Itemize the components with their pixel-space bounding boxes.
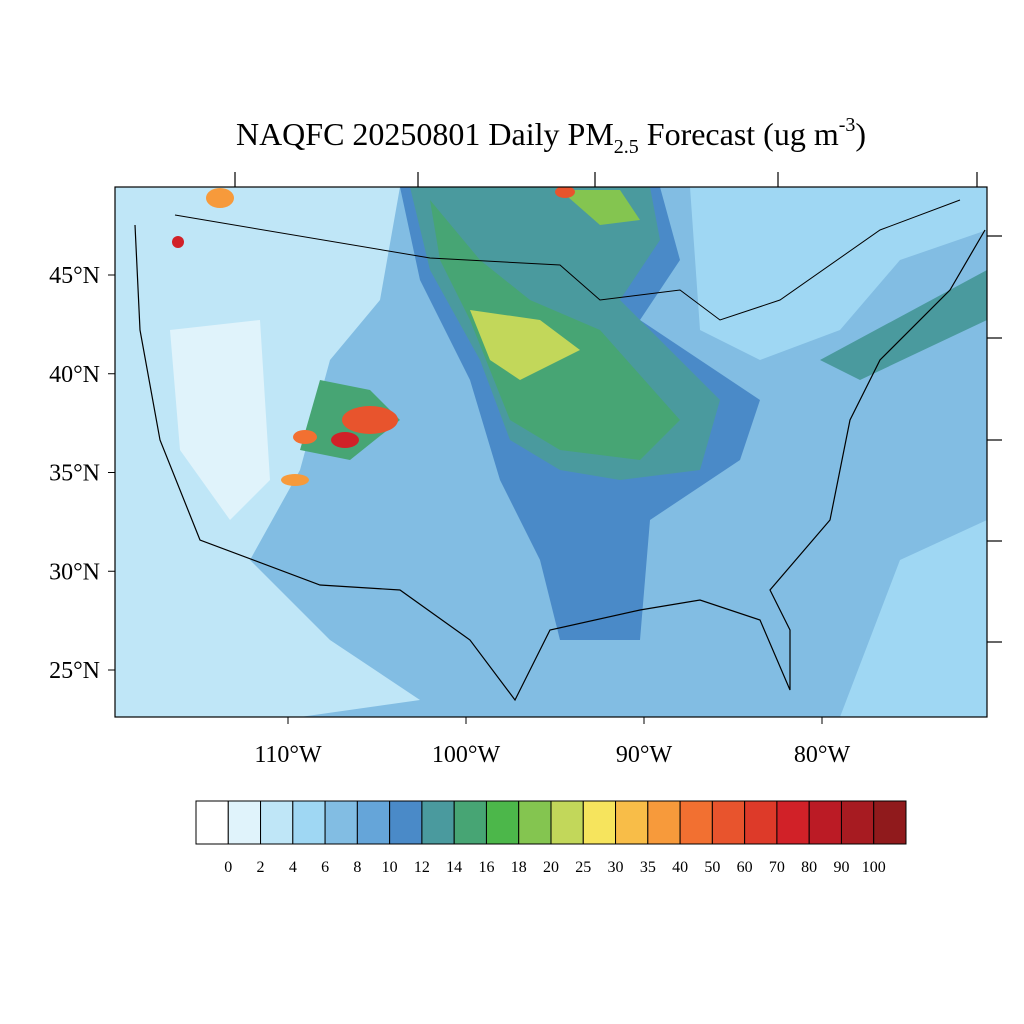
colorbar-box (195, 800, 229, 845)
colorbar-label: 70 (769, 859, 785, 876)
colorbar-box (615, 800, 649, 845)
field-hotspot (281, 474, 309, 486)
colorbar-label: 4 (289, 859, 297, 876)
colorbar-box (550, 800, 584, 845)
lon-label: 110°W (254, 742, 322, 768)
colorbar-label: 12 (414, 859, 430, 876)
colorbar-label: 35 (640, 859, 656, 876)
title-text: ) (855, 116, 866, 152)
lat-label: 40°N (49, 362, 100, 388)
colorbar-label: 80 (801, 859, 817, 876)
colorbar-box (744, 800, 778, 845)
colorbar-label: 6 (321, 859, 329, 876)
colorbar-box (647, 800, 681, 845)
colorbar-label: 25 (575, 859, 591, 876)
frame-ticks (234, 172, 1002, 643)
field-region (690, 187, 987, 360)
title-text: Forecast (ug m (639, 116, 839, 152)
colorbar-box (356, 800, 391, 845)
lon-label: 80°W (794, 742, 851, 768)
field-hotspot (331, 432, 359, 448)
border (174, 199, 961, 321)
title: NAQFC 20250801 Daily PM2.5 Forecast (ug … (236, 114, 866, 158)
colorbar-label: 18 (511, 859, 527, 876)
colorbar-box (324, 800, 358, 845)
field-hotspot (555, 187, 575, 198)
colorbar-box (679, 800, 713, 845)
field-hotspot (206, 188, 234, 208)
lon-label: 90°W (616, 742, 673, 768)
title-subscript: 2.5 (614, 136, 639, 158)
colorbar-box (711, 800, 746, 845)
colorbar-box (292, 800, 326, 845)
colorbar-box (776, 800, 810, 845)
colorbar-box (485, 800, 520, 845)
colorbar-label: 100 (862, 859, 886, 876)
lat-label: 45°N (49, 263, 100, 289)
colorbar-box (453, 800, 487, 845)
colorbar-box (389, 800, 423, 845)
field-region (470, 310, 580, 380)
colorbar-box (582, 800, 617, 845)
colorbar-box (260, 800, 294, 845)
field-region (820, 270, 987, 380)
field-region (560, 190, 640, 225)
colorbar-box (840, 800, 875, 845)
field-region (170, 320, 270, 520)
map-field (115, 187, 987, 717)
field-hotspot (342, 406, 398, 434)
colorbar-label: 0 (224, 859, 232, 876)
colorbar-box (808, 800, 842, 845)
lon-label: 100°W (432, 742, 501, 768)
lat-label: 35°N (49, 461, 100, 487)
colorbar-label: 90 (833, 859, 849, 876)
colorbar-label: 60 (737, 859, 753, 876)
field-region (840, 520, 987, 717)
lat-label: 25°N (49, 658, 100, 684)
colorbar-box (873, 800, 907, 845)
colorbar-label: 14 (446, 859, 462, 876)
title-text: NAQFC 20250801 Daily PM (236, 116, 614, 152)
field-region (430, 200, 680, 460)
colorbar-label: 30 (608, 859, 624, 876)
colorbar-label: 50 (704, 859, 720, 876)
map-frame (114, 186, 988, 718)
colorbar-label: 8 (353, 859, 361, 876)
colorbar-label: 40 (672, 859, 688, 876)
field-hotspot (293, 430, 317, 444)
colorbar-box (518, 800, 552, 845)
colorbar-box (421, 800, 455, 845)
coastline (134, 224, 986, 702)
lat-label: 30°N (49, 559, 100, 585)
colorbar-label: 2 (257, 859, 265, 876)
colorbar-box (227, 800, 262, 845)
colorbar-label: 16 (478, 859, 494, 876)
field-hotspot (172, 236, 184, 248)
colorbar-label: 10 (382, 859, 398, 876)
colorbar-label: 20 (543, 859, 559, 876)
title-superscript: -3 (839, 114, 856, 136)
